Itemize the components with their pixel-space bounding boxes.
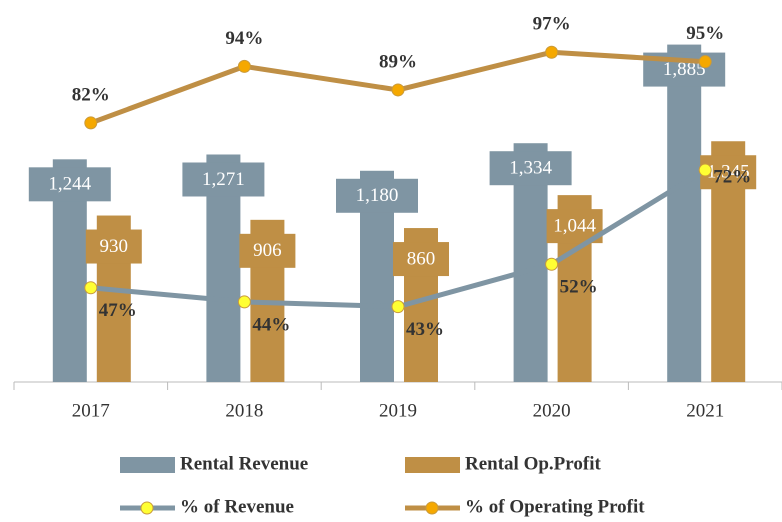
line-value-label: 95%: [686, 23, 724, 44]
bar-value-label: 1,271: [202, 169, 245, 190]
bar-label-box: [85, 229, 142, 264]
x-tick-label: 2019: [379, 400, 417, 421]
bar-value-label: 906: [253, 240, 282, 261]
bar-label-box: [393, 242, 449, 277]
bar: [667, 44, 702, 383]
line-value-label: 72%: [713, 166, 751, 187]
bar-label-box: [489, 151, 572, 186]
line-marker: [391, 83, 405, 97]
line-marker: [391, 300, 405, 314]
bar-value-label: 1,885: [663, 59, 706, 80]
legend-marker: [140, 501, 154, 515]
x-tick-label: 2018: [225, 400, 263, 421]
line-marker: [84, 281, 98, 295]
legend-label: % of Revenue: [180, 496, 294, 517]
legend-swatch: [120, 457, 175, 473]
bar-value-label: 1,334: [509, 158, 552, 179]
x-tick-label: 2020: [533, 400, 571, 421]
legend-label: % of Operating Profit: [465, 496, 645, 517]
line-value-label: 43%: [406, 319, 444, 340]
line-value-label: 52%: [560, 277, 598, 298]
line-value-label: 94%: [225, 28, 263, 49]
bar-value-label: 1,044: [553, 215, 596, 236]
bar-value-label: 1,244: [48, 174, 91, 195]
bar-label-box: [239, 233, 296, 268]
bar-value-label: 860: [407, 248, 436, 269]
line-marker: [545, 45, 559, 59]
line-marker: [237, 295, 251, 309]
line-value-label: 82%: [72, 84, 110, 105]
bar-label-box: [28, 167, 111, 202]
line-value-label: 47%: [99, 300, 137, 321]
line-value-label: 97%: [533, 14, 571, 35]
bar-value-label: 930: [100, 236, 129, 257]
line-value-label: 89%: [379, 51, 417, 72]
legend-label: Rental Op.Profit: [465, 453, 601, 474]
x-tick-label: 2021: [686, 400, 724, 421]
bar-label-box: [336, 178, 418, 213]
line-marker: [698, 163, 712, 177]
legend-label: Rental Revenue: [180, 453, 308, 474]
bar-value-label: 1,345: [707, 162, 750, 183]
line-marker: [237, 59, 251, 73]
legend-marker: [425, 501, 439, 515]
line-marker: [698, 55, 712, 69]
line-marker: [545, 257, 559, 271]
line-value-label: 44%: [252, 314, 290, 335]
bar-label-box: [182, 162, 265, 197]
bar-value-label: 1,180: [356, 185, 399, 206]
legend-swatch: [405, 457, 460, 473]
line-marker: [84, 116, 98, 130]
x-tick-label: 2017: [72, 400, 110, 421]
